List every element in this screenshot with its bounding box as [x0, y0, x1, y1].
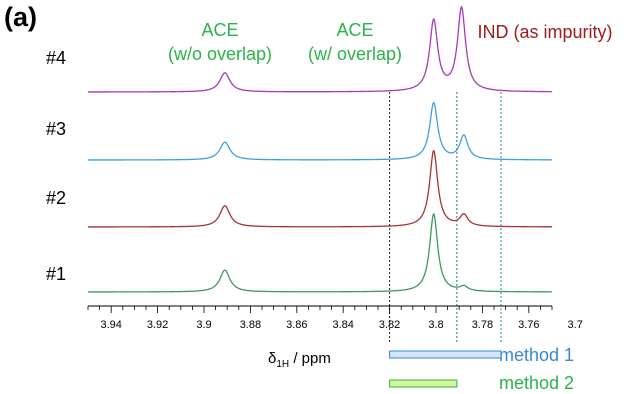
method-2-bar: [389, 379, 458, 388]
x-tick-label: 3.94: [100, 319, 121, 331]
panel-label: (a): [4, 2, 37, 32]
method-2-label: method 2: [499, 373, 575, 393]
trace-label-2: #2: [46, 188, 67, 208]
annotation-ind-impurity: IND (as impurity): [477, 22, 613, 42]
x-tick-label: 3.9: [196, 319, 211, 331]
method-1-bar: [389, 350, 502, 359]
method-1-label: method 1: [499, 345, 575, 365]
x-tick-label: 3.82: [379, 319, 400, 331]
x-tick-label: 3.88: [240, 319, 261, 331]
x-tick-label: 3.8: [428, 319, 443, 331]
x-tick-label: 3.86: [286, 319, 307, 331]
divider-group: [389, 92, 502, 342]
trace-group: [88, 5, 553, 293]
trace-line-1: [88, 213, 553, 293]
method-bars: [389, 350, 502, 388]
annotation-ace-overlap: ACE (w/ overlap): [307, 20, 403, 64]
x-axis-label: δ1H / ppm: [268, 350, 331, 370]
x-tick-label: 3.78: [472, 319, 493, 331]
trace-line-3: [88, 101, 553, 161]
trace-label-1: #1: [46, 264, 67, 284]
trace-line-4: [88, 5, 552, 93]
x-tick-label: 3.7: [568, 319, 583, 331]
x-tick-label: 3.92: [147, 319, 168, 331]
trace-line-2: [88, 149, 552, 228]
annotation-ace-no-overlap: ACE (w/o overlap): [167, 20, 273, 64]
x-axis: 3.94 3.92 3.9 3.88 3.86 3.84 3.82 3.8 3.78 3.76 3.…: [87, 305, 583, 331]
x-tick-label: 3.76: [518, 319, 539, 331]
trace-label-3: #3: [46, 119, 67, 139]
trace-label-4: #4: [46, 48, 67, 68]
x-tick-label: 3.84: [332, 319, 353, 331]
